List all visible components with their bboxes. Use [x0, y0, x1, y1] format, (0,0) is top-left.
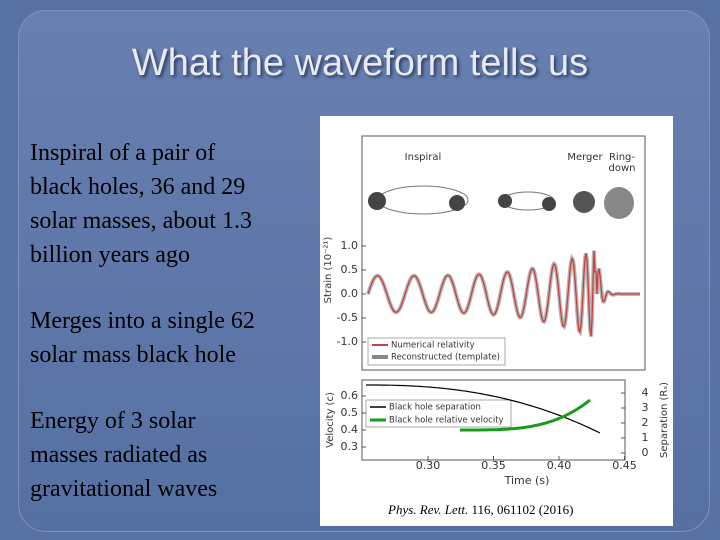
citation: Phys. Rev. Lett. 116, 061102 (2016): [388, 502, 573, 518]
phase-label: Merger: [567, 152, 603, 163]
black-hole: [573, 191, 595, 213]
legend: [367, 337, 506, 366]
bullet: Merges into a single 62 solar mass black …: [30, 304, 255, 372]
black-hole: [449, 195, 465, 211]
axis-label: Separation (Rₛ): [659, 382, 670, 458]
y2-tick-label: 3: [642, 401, 649, 414]
x-tick-label: 0.40: [547, 459, 572, 472]
y-tick-label: -0.5: [337, 311, 358, 324]
y2-tick-label: 4: [642, 386, 649, 399]
bullet-line: solar mass black hole: [30, 342, 236, 368]
slide-title: What the waveform tells us: [131, 42, 589, 84]
y-tick-label: 0.0: [341, 287, 359, 300]
x-tick-label: 0.30: [416, 459, 441, 472]
bullet-line: Inspiral of a pair of: [30, 140, 216, 166]
legend-label: Reconstructed (template): [391, 353, 500, 363]
x-tick-label: 0.35: [481, 459, 506, 472]
bullet-line: solar masses, about 1.3: [30, 208, 252, 234]
axis-label: Time (s): [504, 474, 550, 487]
bullet-line: masses radiated as: [30, 442, 208, 468]
legend-label: Numerical relativity: [391, 341, 475, 351]
axis-label: Strain (10⁻²¹): [323, 237, 334, 304]
y2-tick-label: 2: [642, 416, 649, 429]
y-tick-label: 0.3: [341, 440, 359, 453]
waveform: [367, 250, 640, 337]
bullet: Energy of 3 solar masses radiated as gravi…: [30, 404, 217, 506]
y-tick-label: 0.5: [341, 406, 359, 419]
black-hole: [604, 187, 634, 219]
bullet: Inspiral of a pair of black holes, 36 and…: [30, 136, 252, 272]
legend-label: Black hole separation: [389, 403, 481, 413]
y2-tick-label: 1: [642, 431, 649, 444]
velocity-curve: [460, 398, 591, 432]
bullet-line: Merges into a single 62: [30, 308, 255, 334]
bullet-line: billion years ago: [30, 242, 190, 268]
phase-label: down: [609, 163, 636, 174]
figure-bg: [320, 116, 673, 526]
phase-label: Ring-: [609, 152, 635, 163]
bullet-line: black holes, 36 and 29: [30, 174, 246, 200]
black-hole: [368, 192, 386, 210]
citation-journal: Phys. Rev. Lett.: [388, 502, 469, 517]
y-tick-label: 0.6: [341, 389, 359, 402]
y-tick-label: 0.5: [341, 263, 359, 276]
black-hole: [498, 194, 512, 208]
y-tick-label: 1.0: [341, 239, 359, 252]
y-tick-label: 0.4: [341, 423, 359, 436]
x-tick-label: 0.45: [612, 459, 637, 472]
bullet-line: Energy of 3 solar: [30, 408, 196, 434]
legend-label: Black hole relative velocity: [389, 416, 504, 426]
top-panel: [361, 135, 646, 371]
black-hole: [542, 197, 556, 211]
y2-tick-label: 0: [642, 446, 649, 459]
phase-label: Inspiral: [405, 152, 442, 163]
citation-rest: 116, 061102 (2016): [471, 502, 574, 517]
axis-label: Velocity (c): [325, 392, 336, 448]
y-tick-label: -1.0: [337, 335, 358, 348]
bullet-line: gravitational waves: [30, 476, 218, 502]
